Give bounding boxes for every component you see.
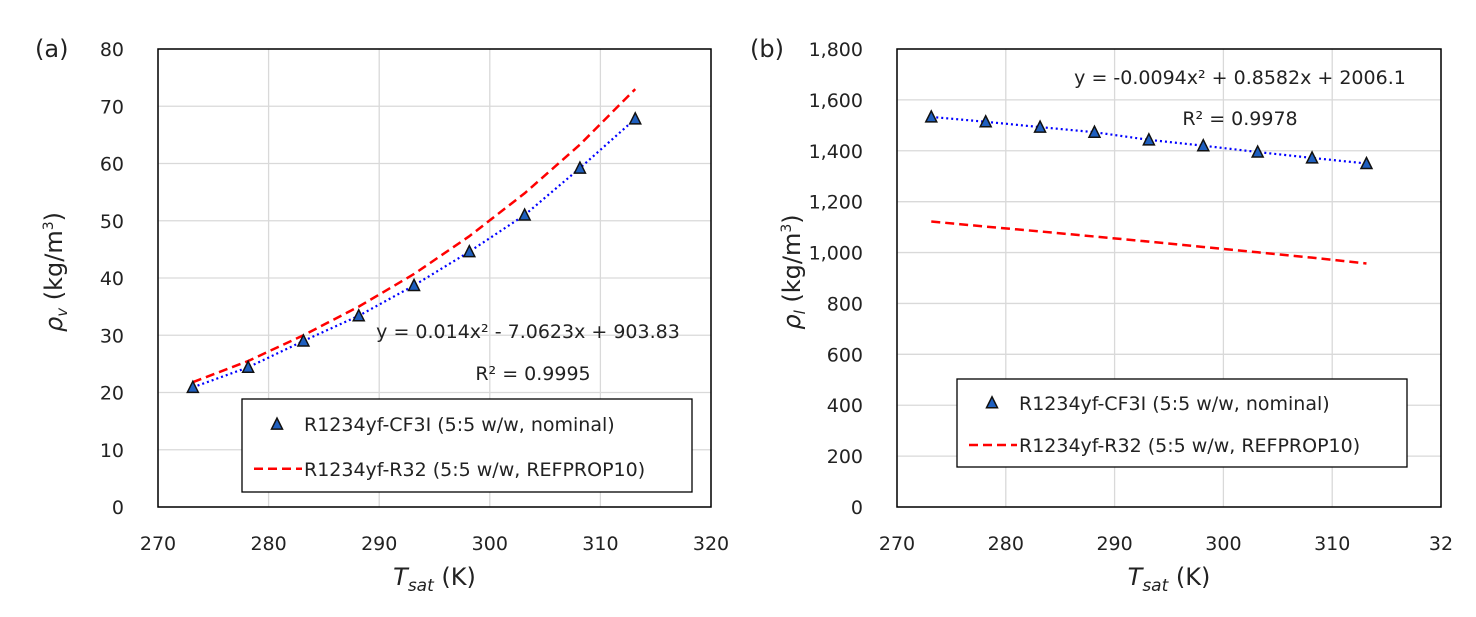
data-point-triangle [517,207,532,221]
data-point-triangle [924,109,938,123]
y-tick-label: 0 [112,497,124,519]
data-point-triangle [352,308,366,322]
y-tick-label: 1,800 [809,39,863,61]
y-tick-label: 1,200 [809,192,863,214]
y-tick-label: 10 [100,440,124,462]
legend-label: R1234yf-CF3I (5:5 w/w, nominal) [304,414,615,436]
y-tick-label: 1,400 [809,141,863,163]
data-point-triangle [573,160,587,174]
x-tick-label: 320 [693,533,729,555]
chart-a: 270 280 290 300 310 320 0 10 20 30 40 50 60 70 80 (a) Ts… [35,35,729,596]
plot-frame [157,48,712,508]
data-point-triangle [1033,119,1047,133]
x-tick-label: 290 [361,533,397,555]
r-squared: R² = 0.9995 [475,363,590,385]
y-label-sub: v [53,307,71,317]
y-tick-label: 30 [100,325,124,347]
x-label-unit: (K) [1168,563,1210,591]
plot-frame [896,48,1442,508]
x-tick-label: 290 [1096,533,1132,555]
y-tick-label: 600 [827,344,863,366]
data-point-triangle [1142,132,1156,146]
reference-series-line [931,220,1367,265]
r-squared: R² = 0.9978 [1182,108,1297,130]
trendline-equation: y = -0.0094x² + 0.8582x + 2006.1 [1074,67,1406,89]
y-tick-label: 400 [827,395,863,417]
x-tick-label: 300 [1205,533,1241,555]
panel-label: (b) [750,35,784,63]
x-axis-label: Tsat (K) [1128,563,1211,596]
legend-box [956,378,1408,468]
legend-label: R1234yf-CF3I (5:5 w/w, nominal) [1019,393,1330,415]
data-point-triangle [462,243,477,258]
trendline [192,118,636,389]
x-tick-label: 300 [472,533,508,555]
chart-b: 270 280 290 300 310 3202004006008001,0001,200… [750,35,1453,596]
x-axis-label: Tsat (K) [393,563,476,596]
x-label-unit: (K) [434,563,476,591]
y-axis-label: ρv (kg/m3) [40,212,71,332]
x-tick-label: 270 [140,533,176,555]
data-point-triangle [407,277,421,292]
legend: R1234yf-CF3I (5:5 w/w, nominal) R1234yf-R… [956,378,1408,468]
panel-label: (a) [35,35,68,63]
x-tick-label: 310 [582,533,618,555]
x-tick-label: 310 [1314,533,1350,555]
y-tick-label: 1,600 [809,90,863,112]
y-axis-label: ρl (kg/m3) [778,214,809,329]
y-label-sup: 3 [779,224,795,233]
legend-label: R1234yf-R32 (5:5 w/w, REFPROP10) [1019,435,1360,457]
data-point-triangle [186,379,200,394]
y-tick-label: 70 [100,96,124,118]
data-point-triangle [978,114,993,128]
x-label-main: T [1128,563,1145,591]
y-label-main: ρ [778,314,806,329]
y-tick-label: 20 [100,383,124,405]
y-tick-label: 1,000 [809,243,863,265]
y-label-unit: (kg/m [778,233,806,311]
legend-label: R1234yf-R32 (5:5 w/w, REFPROP10) [304,459,645,481]
data-point-triangle [1196,138,1210,152]
legend-triangle-icon [270,416,284,430]
data-point-triangle [628,111,642,125]
y-label-close: ) [40,212,68,221]
y-tick-label: 50 [100,211,124,233]
y-label-main: ρ [40,317,68,332]
data-point-triangle [1305,150,1319,164]
y-tick-label: 60 [100,154,124,176]
y-tick-label: 80 [100,39,124,61]
data-point-triangle [1087,124,1102,138]
legend-box [241,398,693,493]
y-tick-label: 40 [100,268,124,290]
x-tick-label: 280 [988,533,1024,555]
x-label-main: T [393,563,410,591]
y-label-close: ) [778,214,806,223]
y-label-unit: (kg/m [40,230,68,308]
x-tick-label: 270 [879,533,915,555]
legend-triangle-icon [985,395,999,409]
trendline-equation: y = 0.014x² - 7.0623x + 903.83 [376,321,680,343]
y-label-sup: 3 [41,221,57,230]
data-point-triangle [1359,155,1374,170]
y-label-sub: l [791,309,809,314]
reference-series-line [192,88,637,384]
y-tick-label: 800 [827,293,863,315]
x-label-sub: sat [1142,576,1169,596]
y-tick-label: 200 [827,446,863,468]
x-tick-label: 280 [250,533,286,555]
data-point-triangle [296,333,311,347]
x-label-sub: sat [408,576,435,596]
x-tick-label: 32 [1429,533,1453,555]
data-point-triangle [241,359,255,374]
legend: R1234yf-CF3I (5:5 w/w, nominal) R1234yf-R… [241,398,693,493]
y-tick-label: 0 [851,497,863,519]
data-point-triangle [1250,144,1265,158]
